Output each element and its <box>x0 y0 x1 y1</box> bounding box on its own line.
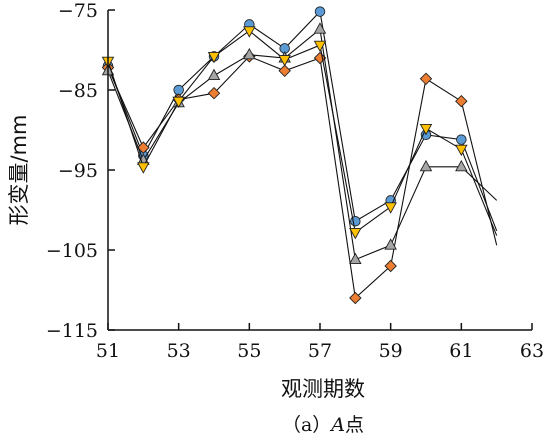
data-point-circle <box>173 84 184 96</box>
data-point-triangle-up <box>384 238 397 250</box>
data-point-triangle-down <box>313 40 327 53</box>
y-tick-label: −85 <box>58 80 98 102</box>
x-tick-label: 57 <box>308 340 332 362</box>
data-point-triangle-down <box>172 96 185 109</box>
data-point-diamond <box>137 141 150 154</box>
series-1 <box>102 6 498 231</box>
data-point-circle <box>350 215 361 227</box>
data-point-triangle-down <box>243 26 256 38</box>
data-point-circle <box>314 6 326 17</box>
x-tick-label: 61 <box>449 340 473 362</box>
data-point-triangle-down <box>455 144 468 157</box>
data-point-triangle-down <box>207 51 221 64</box>
caption-point-name: A <box>329 414 345 436</box>
series-line <box>107 55 498 300</box>
data-point-diamond <box>207 86 221 100</box>
series-3 <box>101 22 498 265</box>
y-tick-label: −95 <box>58 160 98 182</box>
series-line <box>107 28 498 261</box>
y-ticks: −75 −85 −95 −105 −115 <box>46 0 115 342</box>
data-point-triangle-down <box>278 55 291 67</box>
data-point-diamond <box>384 259 397 273</box>
series-line <box>107 30 498 236</box>
data-point-triangle-down <box>349 227 362 240</box>
x-tick-label: 63 <box>520 340 544 362</box>
data-point-triangle-down <box>419 123 433 136</box>
data-point-triangle-up <box>455 159 468 172</box>
x-tick-label: 59 <box>379 340 403 362</box>
data-point-triangle-up <box>243 47 256 60</box>
y-tick-label: −105 <box>46 240 98 262</box>
data-point-triangle-down <box>137 162 150 174</box>
data-point-triangle-up <box>349 252 362 265</box>
data-point-diamond <box>455 94 468 108</box>
series-2 <box>101 50 498 305</box>
data-point-triangle-down <box>384 202 397 214</box>
data-point-diamond <box>278 64 291 78</box>
caption-suffix: 点 <box>345 414 364 436</box>
series-layer <box>101 6 498 305</box>
data-point-diamond <box>349 291 362 305</box>
y-tick-label: −115 <box>46 320 98 342</box>
series-4 <box>101 26 498 240</box>
x-axis-title: 观测期数 <box>281 377 365 401</box>
data-point-triangle-up <box>207 68 221 81</box>
y-axis-title: 形变量/mm <box>7 115 31 226</box>
data-point-circle <box>456 134 467 145</box>
data-point-diamond <box>419 72 433 86</box>
x-tick-label: 55 <box>237 340 261 362</box>
series-line <box>107 10 498 231</box>
x-tick-label: 51 <box>96 340 120 362</box>
data-point-triangle-up <box>419 159 433 172</box>
x-ticks: 51 53 55 57 59 61 63 <box>96 323 544 362</box>
data-point-triangle-up <box>313 22 327 34</box>
x-tick-label: 53 <box>167 340 191 362</box>
caption-prefix: （a） <box>282 414 331 436</box>
y-tick-label: −75 <box>58 0 98 22</box>
figure-caption: （a）A点 <box>282 414 364 436</box>
